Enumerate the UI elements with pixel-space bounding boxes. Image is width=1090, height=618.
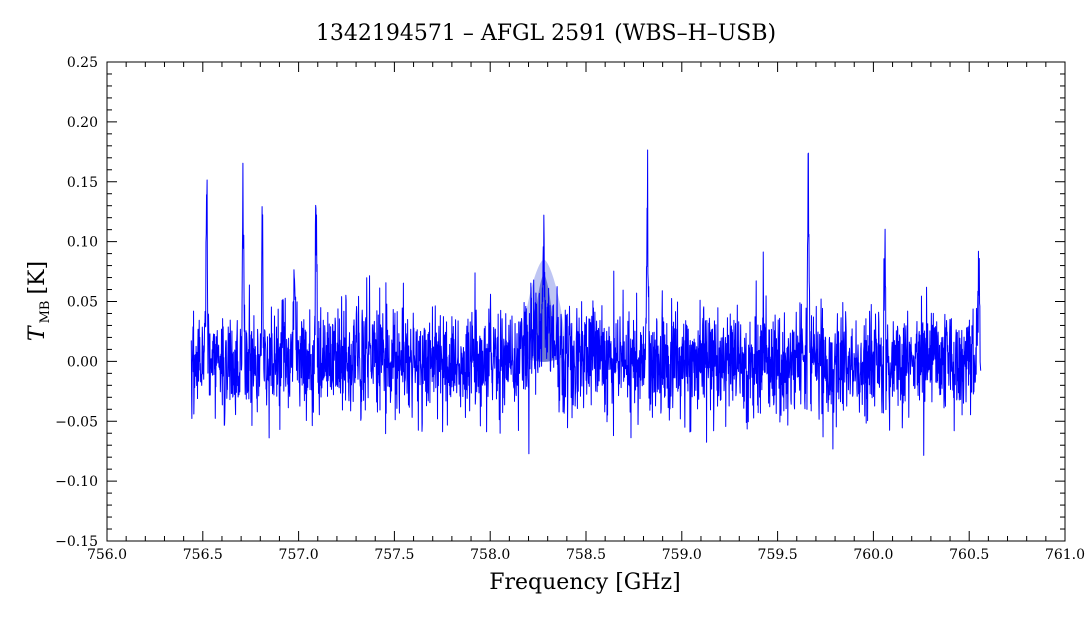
y-axis-label-subscript: MB [38, 301, 53, 324]
x-tick-label: 758.0 [470, 547, 510, 563]
y-tick-label: 0.25 [67, 55, 98, 71]
y-axis-ticks [107, 61, 1065, 542]
y-axis-label: TMB [K] [25, 261, 53, 341]
x-tick-label: 761.0 [1045, 547, 1085, 563]
x-tick-label: 758.5 [566, 547, 606, 563]
x-tick-label: 759.0 [662, 547, 702, 563]
y-tick-label: −0.05 [55, 414, 98, 430]
x-tick-label: 759.5 [758, 547, 798, 563]
x-tick-label: 756.0 [87, 547, 127, 563]
x-axis-label: Frequency [GHz] [489, 570, 681, 595]
x-tick-label: 760.0 [853, 547, 893, 563]
x-tick-label: 756.5 [183, 547, 223, 563]
x-tick-label: 757.5 [374, 547, 414, 563]
plot-area: 756.0 756.5 757.0 757.5 758.0 758.5 759.0 759.5… [55, 55, 1085, 563]
y-axis-tick-labels: −0.15 −0.10 −0.05 0.00 0.05 0.10 0.15 0.20 0.25 [55, 55, 98, 550]
chart-title: 1342194571 – AFGL 2591 (WBS–H–USB) [316, 21, 776, 46]
y-tick-label: −0.15 [55, 534, 98, 550]
y-axis-label-symbol: T [25, 324, 50, 341]
y-axis-label-unit: [K] [25, 261, 50, 295]
y-tick-label: −0.10 [55, 474, 98, 490]
y-tick-label: 0.05 [67, 295, 98, 311]
y-tick-label: 0.20 [67, 115, 98, 131]
x-tick-label: 760.5 [949, 547, 989, 563]
x-tick-label: 757.0 [279, 547, 319, 563]
y-tick-label: 0.10 [67, 235, 98, 251]
y-tick-label: 0.15 [67, 175, 98, 191]
spectrum-series-line [190, 149, 982, 456]
x-axis-tick-labels: 756.0 756.5 757.0 757.5 758.0 758.5 759.0 759.5… [87, 547, 1085, 563]
x-axis-ticks [106, 62, 1066, 541]
y-tick-label: 0.00 [67, 354, 98, 370]
